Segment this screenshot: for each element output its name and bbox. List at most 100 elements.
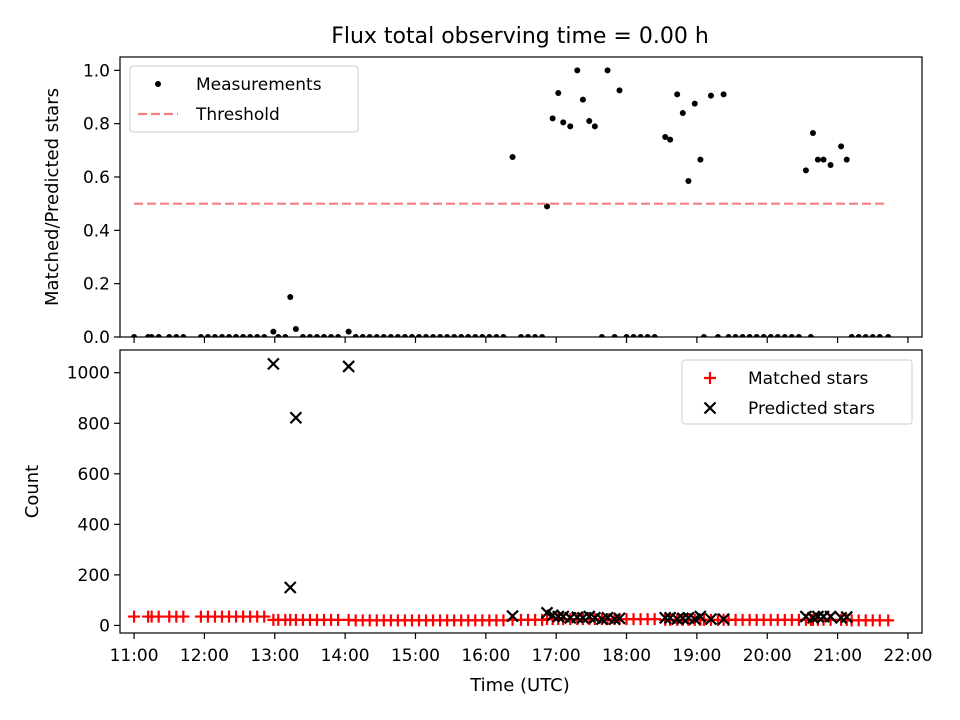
measurement-point: [667, 136, 674, 143]
measurement-point: [518, 334, 524, 337]
y-tick-label: 0.8: [83, 115, 110, 135]
measurement-point: [739, 334, 746, 337]
y-tick-label: 200: [78, 566, 110, 586]
measurement-point: [408, 334, 415, 337]
predicted-stars-point: [717, 612, 730, 626]
measurement-point: [219, 334, 226, 337]
matched-stars-point: [648, 613, 661, 626]
measurement-point: [335, 334, 342, 337]
legend: Measurements Threshold: [129, 65, 359, 133]
measurement-point: [611, 334, 618, 337]
measurement-point: [598, 334, 605, 337]
measurement-point: [282, 334, 289, 337]
legend-label: Matched stars: [748, 369, 868, 389]
measurement-point: [287, 294, 294, 300]
measurement-point: [444, 334, 451, 337]
matched-stars-point: [152, 610, 165, 623]
measurement-point: [359, 334, 366, 337]
measurement-point: [714, 334, 721, 337]
measurement-point: [197, 334, 204, 337]
y-tick-label: 0.0: [83, 328, 110, 348]
measurement-point: [380, 334, 387, 337]
plot-frame: [119, 349, 923, 634]
y-tick-label: 1.0: [83, 61, 110, 81]
legend-box: [681, 359, 913, 425]
x-tick-label: 16:00: [461, 646, 510, 666]
matched-stars-point: [882, 614, 895, 627]
matched-stars-point: [332, 613, 345, 626]
measurement-point: [685, 178, 692, 184]
measurement-point: [509, 154, 516, 160]
measurement-point: [767, 334, 774, 337]
measurement-point: [691, 100, 698, 107]
matched-stars-point: [258, 610, 271, 623]
measurement-point: [637, 334, 644, 337]
measurement-point: [869, 334, 876, 337]
y-tick-label: 1000: [67, 364, 110, 384]
measurement-point: [451, 334, 458, 337]
measurement-point: [567, 123, 574, 130]
legend-label: Threshold: [195, 105, 280, 125]
legend-box: [129, 65, 359, 133]
measurement-point: [226, 334, 233, 337]
measurement-point: [774, 334, 781, 337]
matched-stars-point: [177, 610, 190, 623]
measurement-point: [423, 334, 430, 337]
measurement-point: [458, 334, 465, 337]
measurement-point: [486, 334, 493, 337]
x-tick-label: 20:00: [743, 646, 792, 666]
measurement-point: [843, 156, 850, 163]
y-tick-label: 0.6: [83, 168, 110, 188]
measurement-point: [732, 334, 739, 337]
measurement-point: [166, 334, 173, 337]
x-tick-label: 21:00: [813, 646, 862, 666]
x-tick-label: 11:00: [110, 646, 159, 666]
y-tick-label: 800: [78, 414, 110, 434]
measurement-point: [781, 334, 788, 337]
legend-predicted-swatch: [703, 401, 717, 415]
measurement-point: [532, 334, 539, 337]
measurement-point: [261, 334, 268, 337]
measurement-point: [555, 90, 562, 96]
measurement-point: [180, 334, 187, 337]
measurement-point: [306, 334, 313, 337]
measurement-point: [700, 334, 707, 337]
x-tick-label: 14:00: [321, 646, 370, 666]
predicted-stars-point: [608, 612, 621, 626]
x-axis-label: Time (UTC): [469, 675, 570, 696]
predicted-stars-point: [267, 357, 280, 371]
predicted-stars-point: [289, 411, 303, 424]
measurement-point: [795, 334, 802, 337]
measurement-point: [662, 134, 669, 140]
figure-title: Flux total observing time = 0.00 h: [331, 24, 709, 49]
measurement-point: [204, 334, 211, 337]
measurement-point: [725, 334, 732, 337]
predicted-stars-point: [824, 610, 837, 623]
measurement-point: [539, 334, 546, 337]
measurement-point: [809, 130, 816, 136]
measurement-point: [352, 334, 359, 337]
y-axis-label: Matched/Predicted stars: [42, 88, 63, 306]
measurement-point: [579, 96, 586, 103]
measurement-point: [876, 334, 883, 337]
measurement-point: [155, 334, 162, 337]
measurement-point: [697, 156, 704, 163]
x-tick-label: 12:00: [180, 646, 229, 666]
y-tick-label: 600: [78, 465, 110, 485]
measurement-point: [855, 334, 862, 337]
measurement-point: [848, 334, 855, 337]
y-axis-label: Count: [22, 465, 43, 518]
measurement-point: [415, 334, 422, 337]
measurement-point: [623, 334, 630, 337]
measurement-point: [814, 156, 821, 163]
measurement-point: [270, 328, 277, 335]
measurement-point: [437, 334, 444, 337]
measurement-point: [760, 334, 767, 337]
measurement-point: [544, 203, 551, 210]
measurement-point: [802, 167, 809, 174]
measurement-point: [753, 334, 760, 337]
legend-measurements-swatch: [155, 81, 161, 87]
measurement-point: [549, 115, 556, 122]
measurement-point: [820, 156, 827, 163]
measurement-point: [838, 143, 845, 150]
